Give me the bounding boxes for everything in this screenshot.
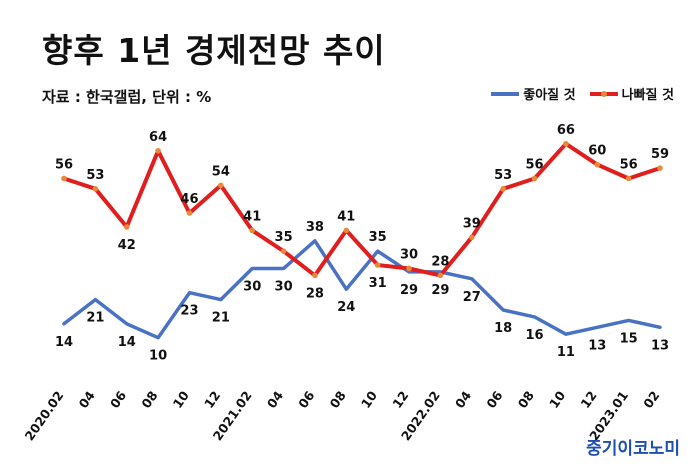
x-tick-label-19: 02 bbox=[640, 388, 662, 411]
legend-line-bad-icon bbox=[589, 90, 618, 97]
point-bad-13 bbox=[468, 234, 475, 241]
data-label-good-17: 13 bbox=[588, 338, 606, 353]
legend-line-good-icon bbox=[491, 91, 520, 96]
data-label-bad-10: 31 bbox=[369, 276, 387, 291]
x-tick-label-2: 06 bbox=[107, 388, 129, 411]
data-label-bad-7: 35 bbox=[275, 230, 293, 245]
x-tick-label-13: 04 bbox=[452, 388, 474, 411]
data-label-good-10: 35 bbox=[369, 230, 387, 245]
point-bad-18 bbox=[625, 175, 632, 182]
data-label-good-19: 13 bbox=[651, 338, 669, 353]
series-line-1 bbox=[62, 141, 662, 278]
point-bad-14 bbox=[500, 186, 506, 192]
point-bad-9 bbox=[343, 227, 350, 234]
point-bad-3 bbox=[155, 147, 161, 154]
data-label-bad-18: 56 bbox=[620, 157, 638, 172]
legend-item-bad: 나빠질 것 bbox=[589, 84, 674, 103]
x-tick-label-17: 12 bbox=[577, 388, 599, 411]
data-label-bad-5: 54 bbox=[212, 164, 230, 179]
x-tick-label-11: 12 bbox=[389, 388, 411, 411]
point-bad-11 bbox=[406, 265, 412, 272]
point-bad-16 bbox=[563, 141, 569, 147]
x-tick-label-0: 2020.02 bbox=[22, 388, 67, 443]
x-tick-label-7: 04 bbox=[264, 388, 286, 411]
x-tick-label-8: 06 bbox=[295, 388, 317, 411]
data-label-bad-9: 41 bbox=[337, 209, 355, 224]
point-bad-10 bbox=[374, 262, 381, 268]
data-label-bad-6: 41 bbox=[243, 209, 261, 224]
point-bad-15 bbox=[531, 175, 538, 182]
data-label-bad-16: 66 bbox=[557, 123, 575, 138]
data-label-good-15: 16 bbox=[525, 328, 543, 343]
data-label-bad-0: 56 bbox=[55, 157, 73, 172]
data-label-good-5: 21 bbox=[212, 311, 230, 326]
x-tick-label-10: 10 bbox=[358, 388, 380, 411]
point-bad-8 bbox=[312, 272, 318, 279]
x-tick-label-1: 04 bbox=[76, 388, 98, 411]
data-label-good-0: 14 bbox=[55, 335, 73, 350]
data-label-good-7: 30 bbox=[275, 279, 293, 294]
legend: 좋아질 것 나빠질 것 bbox=[491, 84, 674, 103]
data-label-good-18: 15 bbox=[620, 331, 638, 346]
x-tick-label-15: 08 bbox=[515, 388, 537, 411]
data-label-bad-2: 42 bbox=[118, 238, 136, 253]
data-label-good-1: 21 bbox=[86, 311, 104, 326]
point-bad-6 bbox=[249, 227, 256, 234]
point-bad-1 bbox=[92, 186, 99, 192]
point-bad-5 bbox=[218, 182, 224, 189]
legend-label-good: 좋아질 것 bbox=[523, 88, 576, 103]
data-label-bad-4: 46 bbox=[180, 192, 198, 207]
point-bad-19 bbox=[657, 165, 663, 171]
data-label-bad-17: 60 bbox=[588, 144, 606, 159]
x-tick-label-14: 06 bbox=[483, 388, 505, 411]
data-label-bad-14: 53 bbox=[494, 168, 512, 183]
data-label-good-8: 38 bbox=[306, 220, 324, 235]
data-label-bad-12: 28 bbox=[431, 254, 449, 269]
x-tick-label-3: 08 bbox=[138, 388, 160, 411]
x-tick-label-4: 10 bbox=[170, 388, 192, 411]
data-label-bad-11: 30 bbox=[400, 247, 418, 262]
data-label-good-12: 29 bbox=[431, 283, 449, 298]
data-label-good-13: 27 bbox=[463, 290, 481, 305]
x-tick-label-16: 10 bbox=[546, 388, 568, 411]
data-label-good-11: 29 bbox=[400, 283, 418, 298]
data-label-good-14: 18 bbox=[494, 321, 512, 336]
data-label-good-16: 11 bbox=[557, 345, 575, 360]
data-label-bad-13: 39 bbox=[463, 216, 481, 231]
point-bad-12 bbox=[437, 272, 444, 279]
data-label-good-2: 14 bbox=[118, 335, 136, 350]
point-bad-7 bbox=[280, 248, 287, 254]
data-label-bad-8: 28 bbox=[306, 286, 324, 301]
data-label-good-9: 24 bbox=[337, 300, 355, 315]
point-bad-2 bbox=[123, 224, 130, 230]
data-label-good-4: 23 bbox=[180, 304, 198, 319]
point-bad-17 bbox=[594, 161, 601, 168]
point-bad-4 bbox=[186, 210, 193, 216]
data-label-good-3: 10 bbox=[149, 349, 167, 364]
data-label-bad-1: 53 bbox=[86, 168, 104, 183]
data-label-bad-3: 64 bbox=[149, 130, 167, 145]
legend-label-bad: 나빠질 것 bbox=[621, 88, 674, 103]
chart-source: 자료 : 한국갤럽, 단위 : % bbox=[42, 88, 212, 106]
data-label-good-6: 30 bbox=[243, 279, 261, 294]
point-bad-0 bbox=[61, 175, 67, 182]
chart-title: 향후 1년 경제전망 추이 bbox=[42, 31, 386, 70]
data-label-bad-15: 56 bbox=[525, 157, 543, 172]
series-line-0 bbox=[62, 239, 662, 340]
legend-item-good: 좋아질 것 bbox=[491, 84, 576, 103]
x-tick-label-5: 12 bbox=[201, 388, 223, 411]
x-tick-label-9: 08 bbox=[327, 388, 349, 411]
brand-logo: 중기이코노미 bbox=[586, 439, 680, 459]
data-label-bad-19: 59 bbox=[651, 147, 669, 162]
